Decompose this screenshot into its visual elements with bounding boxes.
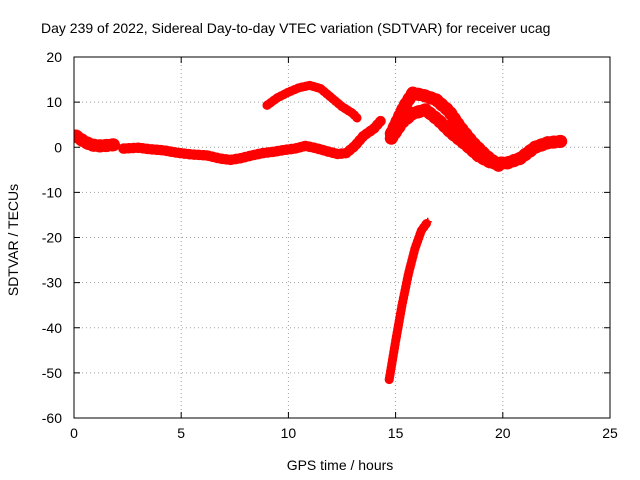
data-point bbox=[530, 143, 539, 152]
data-point bbox=[284, 88, 293, 97]
data-point bbox=[404, 269, 413, 278]
data-point bbox=[455, 122, 464, 131]
chart-title: Day 239 of 2022, Sidereal Day-to-day VTE… bbox=[41, 20, 550, 36]
data-point bbox=[258, 149, 267, 158]
data-point bbox=[350, 141, 359, 150]
data-point bbox=[348, 109, 357, 118]
x-tick-label: 15 bbox=[388, 425, 404, 441]
x-axis-label: GPS time / hours bbox=[287, 457, 394, 473]
data-point bbox=[408, 109, 417, 118]
data-point bbox=[556, 137, 565, 146]
data-point bbox=[273, 93, 282, 102]
data-point bbox=[247, 151, 256, 160]
data-point bbox=[104, 141, 113, 150]
data-point bbox=[187, 150, 196, 159]
data-point bbox=[370, 124, 379, 133]
x-tick-label: 20 bbox=[495, 425, 511, 441]
y-tick-label: 10 bbox=[46, 94, 62, 110]
data-point bbox=[515, 154, 524, 163]
data-point bbox=[312, 144, 321, 153]
tick-marks bbox=[73, 56, 611, 419]
data-point bbox=[226, 155, 235, 164]
data-point bbox=[421, 105, 430, 114]
data-point bbox=[95, 141, 104, 150]
series-markers bbox=[262, 80, 362, 123]
x-tick-label: 5 bbox=[177, 425, 185, 441]
data-point bbox=[387, 134, 396, 143]
data-point bbox=[78, 136, 87, 145]
data-point bbox=[408, 89, 417, 98]
data-point bbox=[74, 131, 81, 140]
data-point bbox=[269, 147, 278, 156]
data-point bbox=[327, 93, 336, 102]
data-point bbox=[215, 154, 224, 163]
y-tick-label: 20 bbox=[46, 49, 62, 65]
data-point bbox=[342, 149, 351, 158]
data-point bbox=[295, 83, 304, 92]
data-point bbox=[434, 116, 443, 125]
data-point bbox=[338, 102, 346, 111]
data-point bbox=[432, 95, 441, 104]
x-tick-label: 0 bbox=[70, 425, 78, 441]
data-point bbox=[398, 118, 407, 127]
data-point bbox=[475, 152, 484, 161]
series-track-d bbox=[384, 217, 433, 385]
series-track-c bbox=[262, 80, 362, 123]
data-point bbox=[160, 146, 169, 155]
data-point bbox=[290, 144, 299, 153]
x-tick-label: 10 bbox=[281, 425, 297, 441]
y-tick-label: 0 bbox=[54, 139, 62, 155]
y-tick-label: -40 bbox=[42, 320, 62, 336]
data-point bbox=[400, 102, 409, 111]
y-tick-label: -50 bbox=[42, 365, 62, 381]
data-point bbox=[145, 145, 154, 154]
data-series bbox=[74, 80, 568, 385]
y-tick-label: -10 bbox=[42, 184, 62, 200]
data-point bbox=[419, 91, 428, 100]
y-tick-label: -20 bbox=[42, 230, 62, 246]
data-point bbox=[410, 244, 419, 253]
data-point bbox=[385, 375, 394, 384]
data-point bbox=[417, 226, 426, 235]
y-axis-label: SDTVAR / TECUs bbox=[5, 184, 21, 296]
data-point bbox=[237, 154, 246, 163]
data-point bbox=[202, 151, 211, 160]
data-point bbox=[119, 144, 128, 153]
data-point bbox=[111, 140, 120, 149]
data-point bbox=[333, 150, 342, 159]
data-point bbox=[445, 107, 454, 116]
data-point bbox=[488, 159, 497, 168]
data-point bbox=[87, 140, 96, 149]
data-point bbox=[376, 117, 385, 126]
data-point bbox=[359, 131, 368, 140]
data-point bbox=[280, 145, 289, 154]
data-point bbox=[423, 217, 432, 226]
data-point bbox=[353, 113, 362, 122]
data-point bbox=[301, 141, 310, 150]
data-point bbox=[305, 81, 314, 90]
data-point bbox=[447, 128, 456, 137]
data-point bbox=[316, 84, 325, 93]
data-point bbox=[398, 301, 407, 310]
data-point bbox=[391, 337, 400, 346]
data-point bbox=[134, 143, 143, 152]
data-point bbox=[462, 140, 471, 149]
data-point bbox=[322, 147, 331, 156]
data-point bbox=[503, 159, 512, 168]
data-point bbox=[172, 148, 181, 157]
data-point bbox=[262, 101, 271, 110]
y-tick-label: -30 bbox=[42, 275, 62, 291]
series-track-a bbox=[74, 129, 123, 153]
data-point bbox=[543, 138, 552, 147]
series-track-f bbox=[384, 103, 568, 170]
series-track-b bbox=[118, 115, 386, 166]
x-tick-labels: 0 5 10 15 20 25 bbox=[70, 425, 618, 441]
y-tick-labels: -60 -50 -40 -30 -20 -10 0 10 20 bbox=[42, 49, 62, 426]
x-tick-label: 25 bbox=[602, 425, 618, 441]
y-tick-label: -60 bbox=[42, 410, 62, 426]
series-plot-area bbox=[74, 80, 568, 385]
